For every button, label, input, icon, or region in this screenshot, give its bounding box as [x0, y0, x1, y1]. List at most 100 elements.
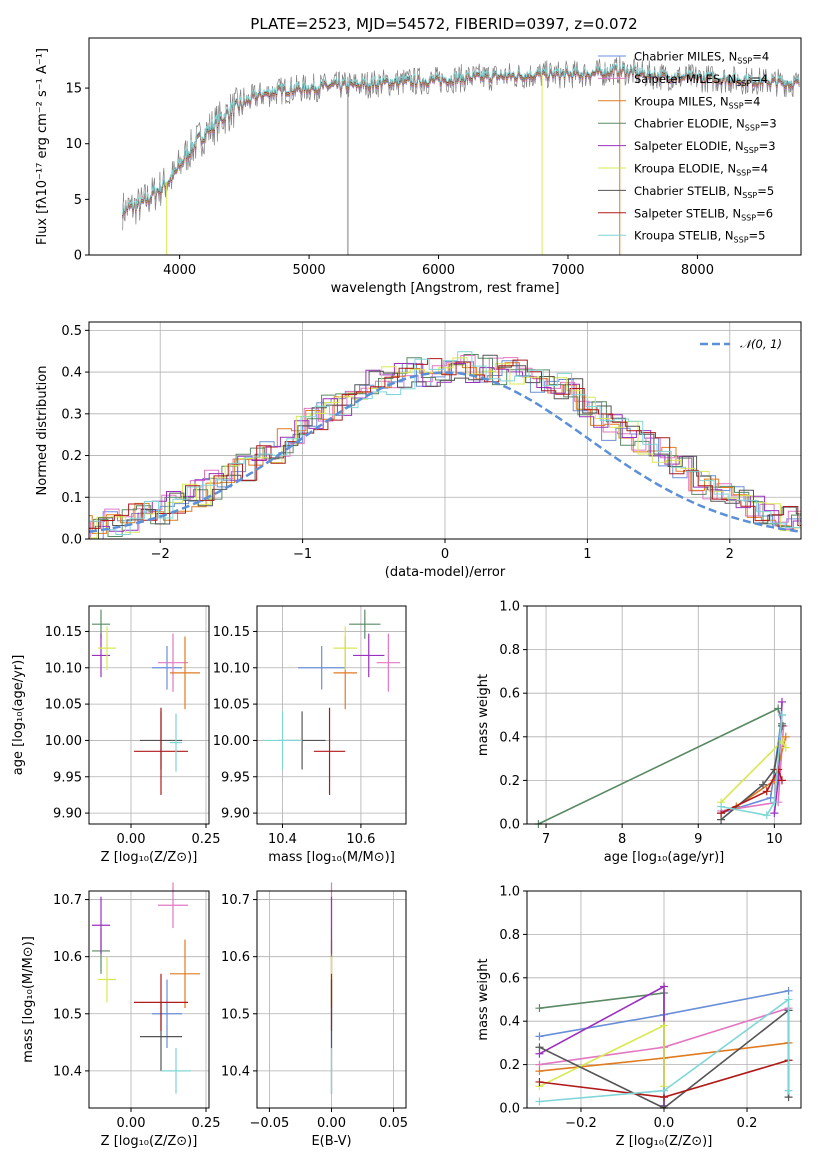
age-z-ytick-label: 10.15	[45, 625, 82, 640]
legend-label-count: =3	[760, 117, 777, 131]
weight-z-marker-chabrier-stelib	[535, 1043, 544, 1052]
gaussian-curve	[89, 371, 801, 533]
weight-age-marker-kroupa-stelib	[762, 811, 771, 820]
mass-ebv-ytick-label: 10.6	[221, 950, 250, 965]
age-mass-ytick-label: 9.95	[221, 770, 250, 785]
weight-age-marker-salpeter-stelib	[777, 776, 786, 785]
hist-legend-label: 𝒩(0, 1)	[740, 337, 782, 351]
mass-z-frame	[88, 890, 210, 1109]
mass-z-xlabel: Z [log₁₀(Z/Z⊙)]	[101, 1134, 198, 1149]
weight-z-marker-salpeter-elodie	[660, 982, 668, 991]
weight-age-marker-kroupa-stelib	[717, 802, 726, 811]
mass-z-ytick-label: 10.6	[53, 950, 82, 965]
spectrum-xtick-label: 6000	[422, 263, 455, 278]
spectrum-ytick-label: 5	[74, 193, 82, 208]
spectrum-xtick-label: 5000	[293, 263, 326, 278]
age-z-ylabel: age [log₁₀(age/yr)]	[11, 655, 26, 776]
weight-z-marker-kroupa-elodie	[660, 1021, 668, 1030]
weight-z-marker-chabrier-elodie	[535, 1004, 544, 1013]
weight-age-line-kroupa-stelib	[720, 714, 783, 817]
hist-xtick-label: −2	[151, 547, 170, 562]
figure-title: PLATE=2523, MJD=54572, FIBERID=0397, z=0…	[250, 15, 637, 33]
weight-z-ytick-label: 0.6	[499, 971, 520, 986]
age-mass-ytick-label: 9.90	[221, 807, 250, 822]
legend-label-text: Salpeter ELODIE, N	[634, 139, 744, 153]
legend-label-count: =5	[757, 184, 774, 198]
weight-age-marker-salpeter-stelib	[762, 787, 771, 796]
legend-label-subscript: SSP	[741, 213, 756, 222]
age-z-ytick-label: 10.05	[45, 698, 82, 713]
hist-chabrier-elodie	[89, 354, 801, 537]
mass-z-ytick-label: 10.5	[53, 1007, 82, 1022]
legend-label-subscript: SSP	[742, 191, 757, 200]
legend-label-text: Salpeter MILES, N	[634, 72, 736, 86]
hist-kroupa-miles	[89, 362, 801, 534]
weight-age-ytick-label: 0.8	[499, 643, 520, 658]
legend-label-chabrier-miles: Chabrier MILES, NSSP=4	[634, 50, 769, 66]
legend-label-subscript: SSP	[729, 101, 744, 110]
legend-label-count: =4	[752, 50, 769, 64]
weight-age-ylabel: mass weight	[476, 674, 491, 756]
spectrum-ylabel: Flux [fλ10⁻¹⁷ erg cm⁻² s⁻¹ A⁻¹]	[35, 48, 50, 245]
weight-age-frame	[526, 605, 802, 825]
weight-age-marker-salpeter-elodie	[770, 809, 779, 818]
weight-z-ytick-label: 0.2	[499, 1058, 520, 1073]
spectrum-xtick-label: 4000	[163, 263, 196, 278]
age-z-ytick-label: 10.10	[45, 661, 82, 676]
hist-steps	[89, 351, 801, 539]
weight-age-xtick-label: 8	[618, 832, 626, 847]
mass-ebv-frame	[256, 890, 407, 1109]
legend-label-text: Chabrier ELODIE, N	[634, 117, 745, 131]
weight-z-marker-salpeter-stelib	[535, 1077, 544, 1086]
legend-label-count: =4	[751, 72, 768, 86]
mass-z-ylabel: mass [log₁₀(M/M⊙)]	[21, 936, 36, 1063]
legend-label-count: =4	[751, 162, 768, 176]
mass-ebv-ytick-label: 10.4	[221, 1064, 250, 1079]
mass-ebv-xtick-label: 0.05	[379, 1116, 408, 1131]
legend-label-subscript: SSP	[737, 57, 752, 66]
hist-ytick-label: 0.4	[61, 366, 82, 381]
legend-label-chabrier-elodie: Chabrier ELODIE, NSSP=3	[634, 117, 777, 133]
hist-xlabel: (data-model)/error	[385, 565, 506, 580]
hist-xtick-label: 2	[726, 547, 734, 562]
hist-chabrier-miles	[89, 360, 801, 539]
hist-ylabel: Normed distribution	[35, 366, 50, 496]
mass-ebv-ytick-label: 10.7	[221, 893, 250, 908]
weight-z-marker-kroupa-stelib	[660, 1086, 668, 1095]
weight-age-xtick-label: 9	[694, 832, 702, 847]
weight-z-ytick-label: 0.4	[499, 1015, 520, 1030]
weight-z-xtick-label: −0.2	[565, 1116, 597, 1131]
age-mass-xtick-label: 10.4	[268, 832, 297, 847]
legend-label-kroupa-stelib: Kroupa STELIB, NSSP=5	[634, 229, 765, 245]
mass-ebv-xtick-label: −0.05	[249, 1116, 289, 1131]
legend-label-kroupa-miles: Kroupa MILES, NSSP=4	[634, 94, 760, 110]
age-z-ytick-label: 10.00	[45, 734, 82, 749]
weight-z-xtick-label: 0.0	[654, 1116, 675, 1131]
weight-age-marker-kroupa-stelib	[770, 798, 779, 807]
weight-z-marker-kroupa-stelib	[535, 1097, 544, 1106]
hist-frame	[88, 321, 802, 540]
weight-age-marker-kroupa-miles	[781, 732, 790, 741]
weight-age-marker-kroupa-elodie	[781, 743, 790, 752]
spectrum-ytick-label: 10	[65, 137, 82, 152]
legend-label-subscript: SSP	[744, 146, 759, 155]
weight-age-marker-chabrier-stelib	[758, 780, 767, 789]
weight-age-xtick-label: 7	[542, 832, 550, 847]
spectrum-xlabel: wavelength [Angstrom, rest frame]	[331, 281, 560, 296]
legend-label-chabrier-stelib: Chabrier STELIB, NSSP=5	[634, 184, 774, 200]
age-z-ytick-label: 9.90	[53, 807, 82, 822]
legend-label-salpeter-stelib: Salpeter STELIB, NSSP=6	[634, 206, 773, 222]
weight-z-marker-kroupa-miles	[535, 1067, 544, 1076]
weight-z-ylabel: mass weight	[476, 958, 491, 1040]
weight-z-marker-kroupa-stelib	[784, 995, 793, 1004]
age-z-frame	[88, 605, 210, 825]
spectrum-xtick-label: 8000	[681, 263, 714, 278]
mass-z-ytick-label: 10.4	[53, 1064, 82, 1079]
legend-label-text: Kroupa STELIB, N	[634, 229, 734, 243]
hist-ytick-label: 0.5	[61, 324, 82, 339]
weight-age-ytick-label: 0.2	[499, 774, 520, 789]
age-z-xtick-label: 0.00	[117, 832, 146, 847]
weight-age-marker-salpeter-elodie	[777, 697, 786, 706]
legend-label-count: =4	[744, 94, 761, 108]
hist-ytick-label: 0.0	[61, 533, 82, 548]
